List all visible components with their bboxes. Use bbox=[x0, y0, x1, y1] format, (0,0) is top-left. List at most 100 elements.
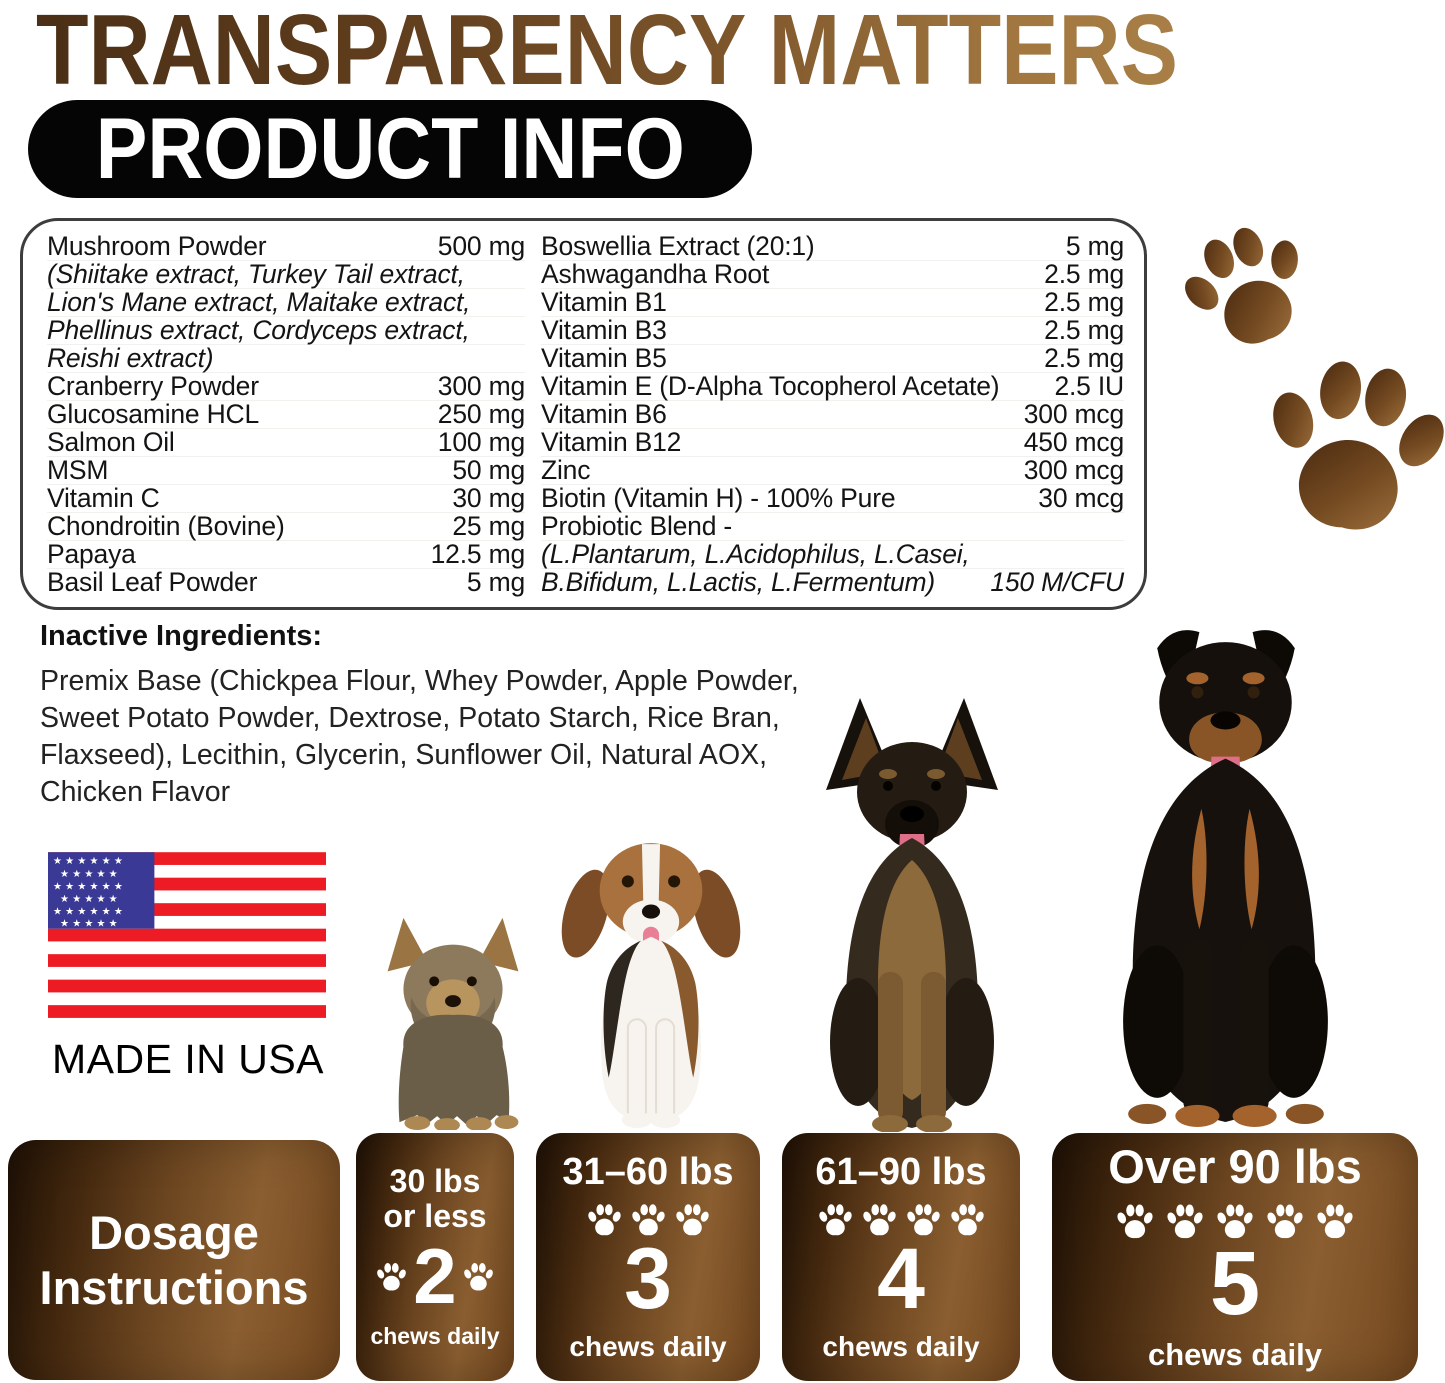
ingredient-value bbox=[1118, 541, 1124, 568]
paw-print-icon bbox=[1249, 350, 1445, 543]
ingredient-name: MSM bbox=[47, 455, 109, 485]
paw-icon bbox=[1316, 1204, 1354, 1238]
svg-text:★ ★ ★ ★ ★ ★: ★ ★ ★ ★ ★ ★ bbox=[53, 881, 123, 892]
ingredients-column-right: Boswellia Extract (20:1) 5 mg Ashwagandha … bbox=[541, 233, 1124, 599]
paw-icon bbox=[462, 1262, 494, 1291]
made-in-usa-label: MADE IN USA bbox=[51, 1036, 325, 1082]
ingredients-panel: Mushroom Powder 500 mg (Shiitake extract, … bbox=[20, 218, 1147, 610]
ingredient-value: 450 mcg bbox=[1023, 427, 1124, 457]
ingredient-name: Vitamin C bbox=[47, 483, 160, 513]
svg-text:★ ★ ★ ★ ★ ★: ★ ★ ★ ★ ★ ★ bbox=[53, 906, 123, 917]
weight-range-label: 61–90 lbs bbox=[815, 1151, 987, 1194]
ingredient-value: 250 mg bbox=[437, 399, 525, 429]
ingredient-value: 25 mg bbox=[452, 511, 525, 541]
svg-text:★ ★ ★ ★ ★: ★ ★ ★ ★ ★ bbox=[60, 869, 118, 880]
ingredient-value: 5 mg bbox=[466, 567, 525, 597]
ingredient-value: 300 mcg bbox=[1023, 399, 1124, 429]
dosage-card-30lbs-or-less: 30 lbs or less 2 chews daily bbox=[356, 1133, 514, 1381]
ingredient-name: Vitamin B6 bbox=[541, 399, 667, 429]
ingredient-name: Mushroom Powder bbox=[47, 231, 267, 261]
ingredient-value: 2.5 mg bbox=[1044, 315, 1124, 345]
ingredient-row: (L.Plantarum, L.Acidophilus, L.Casei, bbox=[541, 541, 1124, 569]
ingredient-row: Vitamin B5 2.5 mg bbox=[541, 345, 1124, 373]
product-info-badge: PRODUCT INFO bbox=[28, 100, 752, 198]
ingredient-row: Ashwagandha Root 2.5 mg bbox=[541, 261, 1124, 289]
ingredient-value: 2.5 mg bbox=[1044, 259, 1124, 289]
ingredient-value: 50 mg bbox=[452, 455, 525, 485]
ingredient-value: 300 mg bbox=[437, 371, 525, 401]
paw-icon bbox=[1266, 1204, 1304, 1238]
paw-icon bbox=[817, 1204, 853, 1236]
ingredient-value bbox=[519, 317, 525, 344]
ingredient-name: Zinc bbox=[541, 455, 591, 485]
dosage-card-31-60lbs: 31–60 lbs 3 chews daily bbox=[536, 1133, 760, 1381]
ingredient-name: Boswellia Extract (20:1) bbox=[541, 231, 815, 261]
chews-daily-label: chews daily bbox=[822, 1330, 980, 1362]
inactive-ingredients-label: Inactive Ingredients: bbox=[40, 620, 323, 652]
ingredient-name: Vitamin E (D-Alpha Tocopherol Acetate) bbox=[541, 371, 1000, 401]
chew-count: 3 bbox=[624, 1230, 672, 1327]
ingredient-row: Vitamin C 30 mg bbox=[47, 485, 525, 513]
ingredient-name: Ashwagandha Root bbox=[541, 259, 770, 289]
ingredient-value: 12.5 mg bbox=[430, 539, 526, 569]
ingredients-column-left: Mushroom Powder 500 mg (Shiitake extract, … bbox=[47, 233, 525, 599]
chews-daily-label: chews daily bbox=[1147, 1337, 1323, 1373]
dosage-title-card: Dosage Instructions bbox=[8, 1140, 340, 1380]
ingredient-name: Phellinus extract, Cordyceps extract, bbox=[47, 315, 470, 345]
ingredient-row: Reishi extract) bbox=[47, 345, 525, 373]
dog-image-german-shepherd bbox=[826, 698, 998, 1132]
ingredient-name: Biotin (Vitamin H) - 100% Pure bbox=[541, 483, 896, 513]
ingredient-row: Zinc 300 mcg bbox=[541, 457, 1124, 485]
weight-range-label: 31–60 lbs bbox=[562, 1151, 734, 1194]
ingredient-value: 30 mcg bbox=[1038, 483, 1124, 513]
dosage-card-over-90lbs: Over 90 lbs 5 chews daily bbox=[1052, 1133, 1418, 1381]
ingredient-value: 5 mg bbox=[1065, 231, 1124, 261]
ingredient-name: Probiotic Blend - bbox=[541, 511, 733, 541]
us-flag-icon: ★ ★ ★ ★ ★ ★ ★ ★ ★ ★ ★ ★ ★ ★ ★ ★ ★ ★ ★ ★ … bbox=[48, 852, 326, 1018]
ingredient-name: Reishi extract) bbox=[47, 343, 214, 373]
svg-text:★ ★ ★ ★ ★: ★ ★ ★ ★ ★ bbox=[60, 894, 118, 905]
weight-range-label: 30 lbs or less bbox=[383, 1162, 487, 1235]
ingredient-name: Cranberry Powder bbox=[47, 371, 259, 401]
ingredient-value bbox=[519, 261, 525, 288]
ingredient-row: Basil Leaf Powder 5 mg bbox=[47, 569, 525, 596]
paw-icon bbox=[674, 1204, 710, 1236]
dog-image-rottweiler bbox=[1123, 630, 1328, 1127]
ingredient-row: Probiotic Blend - bbox=[541, 513, 1124, 541]
chew-count: 4 bbox=[877, 1230, 925, 1327]
paw-icon bbox=[586, 1204, 622, 1236]
ingredient-row: (Shiitake extract, Turkey Tail extract, bbox=[47, 261, 525, 289]
ingredient-value: 30 mg bbox=[452, 483, 525, 513]
chews-daily-label: chews daily bbox=[370, 1323, 500, 1350]
dog-image-yorkshire-terrier bbox=[387, 917, 519, 1130]
ingredient-row: Papaya 12.5 mg bbox=[47, 541, 525, 569]
chew-count: 2 bbox=[413, 1232, 457, 1321]
ingredient-name: Vitamin B3 bbox=[541, 315, 667, 345]
paw-icon bbox=[376, 1262, 408, 1291]
ingredient-value: 2.5 mg bbox=[1044, 287, 1124, 317]
ingredient-row: Cranberry Powder 300 mg bbox=[47, 373, 525, 401]
ingredient-name: Vitamin B12 bbox=[541, 427, 682, 457]
ingredient-value: 2.5 IU bbox=[1054, 371, 1124, 401]
page-title: TRANSPARENCY MATTERS bbox=[36, 0, 1178, 106]
ingredient-row: Boswellia Extract (20:1) 5 mg bbox=[541, 233, 1124, 261]
ingredient-value: 150 M/CFU bbox=[990, 567, 1124, 597]
paw-icon bbox=[1116, 1204, 1154, 1238]
dog-image-beagle bbox=[561, 843, 741, 1128]
dosage-card-61-90lbs: 61–90 lbs 4 chews daily bbox=[782, 1133, 1020, 1381]
ingredient-name: Vitamin B5 bbox=[541, 343, 667, 373]
ingredient-row: Vitamin B1 2.5 mg bbox=[541, 289, 1124, 317]
ingredient-name: Salmon Oil bbox=[47, 427, 175, 457]
ingredient-row: Biotin (Vitamin H) - 100% Pure 30 mcg bbox=[541, 485, 1124, 513]
chew-count: 5 bbox=[1209, 1233, 1261, 1334]
ingredient-name: Glucosamine HCL bbox=[47, 399, 260, 429]
ingredient-name: Lion's Mane extract, Maitake extract, bbox=[47, 287, 471, 317]
ingredient-row: Mushroom Powder 500 mg bbox=[47, 233, 525, 261]
svg-text:★ ★ ★ ★ ★ ★: ★ ★ ★ ★ ★ ★ bbox=[53, 856, 123, 867]
inactive-ingredients-text: Premix Base (Chickpea Flour, Whey Powder… bbox=[40, 665, 799, 808]
ingredient-row: B.Bifidum, L.Lactis, L.Fermentum) 150 M/C… bbox=[541, 569, 1124, 596]
paw-icon bbox=[949, 1204, 985, 1236]
ingredient-row: Vitamin E (D-Alpha Tocopherol Acetate) 2.… bbox=[541, 373, 1124, 401]
weight-range-label: Over 90 lbs bbox=[1108, 1139, 1362, 1193]
